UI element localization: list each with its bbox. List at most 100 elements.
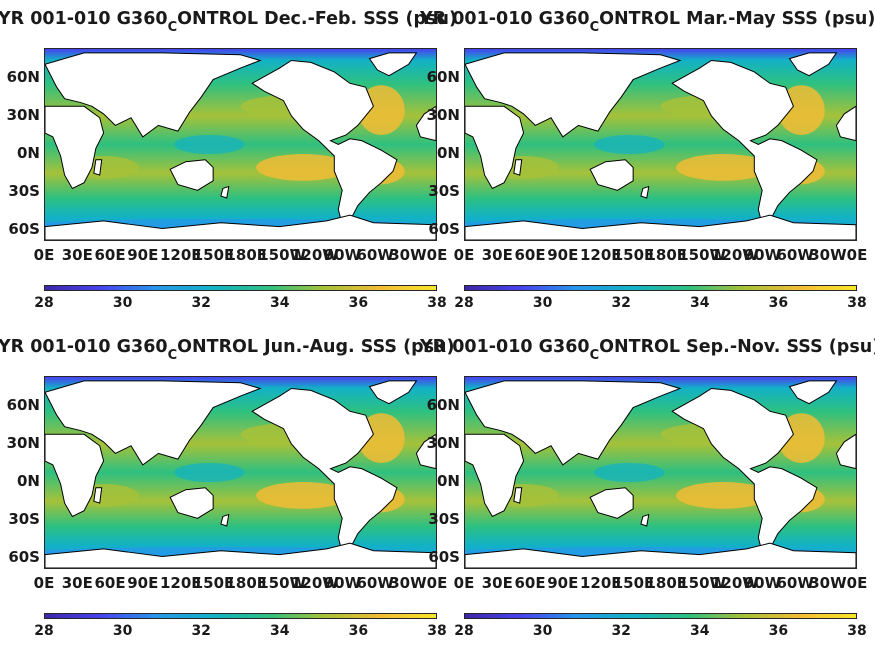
land-antarctica (45, 214, 436, 240)
lon-tick-label: 150W (678, 246, 727, 264)
lon-tick-label: 90W (323, 574, 362, 592)
panel-title: YR 001-010 G360CONTROL Dec.-Feb. SSS (ps… (0, 8, 457, 35)
lon-tick-label: 120E (160, 246, 202, 264)
salinity-high-region (256, 154, 350, 181)
lat-tick-label: 30N (426, 434, 460, 452)
colorbar (44, 613, 437, 619)
salinity-high-region (676, 154, 770, 181)
panel-title: YR 001-010 G360CONTROL Jun.-Aug. SSS (ps… (0, 336, 455, 363)
land-greenland (788, 380, 838, 405)
lon-tick-label: 0E (846, 246, 868, 264)
colorbar-tick-label: 38 (427, 295, 447, 311)
land-africa_e (415, 433, 436, 470)
lon-tick-label: 0E (33, 574, 55, 592)
panel-title-subscript: C (167, 20, 178, 35)
lon-tick-label: 0E (33, 246, 55, 264)
land-australia (169, 159, 214, 191)
lat-tick-label: 30S (428, 510, 460, 528)
land-madagascar (513, 159, 523, 176)
lon-tick-label: 30E (61, 574, 93, 592)
salinity-low-region (594, 462, 665, 483)
lon-tick-label: 150E (192, 574, 235, 592)
lat-tick-label: 0N (437, 144, 460, 162)
panel-title-rest: ONTROL Sep.-Nov. SSS (psu) (599, 337, 875, 357)
land-africa (465, 105, 525, 190)
panel-title-subscript: C (167, 348, 178, 363)
lon-tick-label: 60E (514, 246, 546, 264)
land-madagascar (513, 487, 523, 504)
lat-tick-label: 0N (17, 472, 40, 490)
lon-tick-label: 90W (743, 246, 782, 264)
land-nz (640, 185, 650, 199)
land-eurasia (465, 52, 682, 138)
panel-title-rest: ONTROL Mar.-May SSS (psu) (599, 9, 875, 29)
lon-tick-label: 60E (94, 246, 126, 264)
colorbar-tick-label: 30 (112, 623, 133, 639)
colorbar-tick-label: 32 (191, 295, 211, 311)
lon-tick-label: 120W (291, 246, 339, 264)
sss-map-panel (464, 48, 857, 241)
lon-tick-label: 30W (389, 246, 427, 264)
lat-tick-label: 30N (426, 106, 460, 124)
land-madagascar (93, 159, 103, 176)
land-africa_e (835, 105, 856, 142)
land-greenland (368, 52, 418, 77)
lon-tick-label: 180E (645, 246, 688, 264)
salinity-low-region (594, 134, 665, 155)
lon-tick-label: 90E (127, 246, 159, 264)
land-americas (671, 59, 818, 226)
colorbar (464, 613, 857, 619)
lon-tick-label: 150E (192, 246, 235, 264)
panel-title-main: YR 001-010 G360 (420, 337, 590, 357)
colorbar-tick-label: 30 (112, 295, 133, 311)
lon-tick-label: 0E (846, 574, 868, 592)
panel-title-main: YR 001-010 G360 (420, 9, 590, 29)
salinity-high-region (256, 482, 350, 509)
colorbar-tick-label: 28 (454, 623, 474, 639)
lon-tick-label: 60W (776, 246, 814, 264)
lon-tick-label: 180E (225, 246, 268, 264)
lat-tick-label: 60S (8, 548, 40, 566)
colorbar-tick-label: 34 (270, 295, 290, 311)
lon-tick-label: 150W (258, 246, 307, 264)
salinity-low-region (174, 462, 245, 483)
lat-tick-label: 30S (8, 182, 40, 200)
land-africa_e (415, 105, 436, 142)
panel-title-rest: ONTROL Dec.-Feb. SSS (psu) (177, 9, 457, 29)
panel-title: YR 001-010 G360CONTROL Mar.-May SSS (psu… (420, 8, 875, 35)
lon-tick-label: 90W (743, 574, 782, 592)
lon-tick-label: 30E (481, 246, 513, 264)
land-eurasia (45, 380, 262, 466)
lat-tick-label: 60N (426, 396, 460, 414)
colorbar-tick-label: 28 (454, 295, 474, 311)
lon-tick-label: 60E (514, 574, 546, 592)
panel-title-main: YR 001-010 G360 (0, 9, 168, 29)
colorbar-tick-label: 32 (191, 623, 211, 639)
colorbar-tick-label: 34 (690, 295, 710, 311)
sss-map-panel (44, 376, 437, 569)
land-nz (220, 513, 230, 527)
lat-tick-label: 60S (8, 220, 40, 238)
lon-tick-label: 120E (580, 246, 622, 264)
lat-tick-label: 60S (428, 220, 460, 238)
lon-tick-label: 120W (291, 574, 339, 592)
colorbar-tick-label: 38 (847, 623, 867, 639)
lon-tick-label: 60W (776, 574, 814, 592)
lat-tick-label: 0N (437, 472, 460, 490)
panel-title-rest: ONTROL Jun.-Aug. SSS (psu) (177, 337, 455, 357)
lon-tick-label: 0E (453, 246, 475, 264)
lon-tick-label: 180E (645, 574, 688, 592)
colorbar-tick-label: 38 (847, 295, 867, 311)
lat-tick-label: 60S (428, 548, 460, 566)
lon-tick-label: 150W (678, 574, 727, 592)
panel-title: YR 001-010 G360CONTROL Sep.-Nov. SSS (ps… (420, 336, 875, 363)
lon-tick-label: 60E (94, 574, 126, 592)
lat-tick-label: 0N (17, 144, 40, 162)
land-americas (671, 387, 818, 554)
colorbar-tick-label: 34 (690, 623, 710, 639)
land-antarctica (45, 542, 436, 568)
lat-tick-label: 30N (6, 434, 40, 452)
colorbar (44, 285, 437, 291)
colorbar (464, 285, 857, 291)
panel-title-subscript: C (589, 20, 600, 35)
